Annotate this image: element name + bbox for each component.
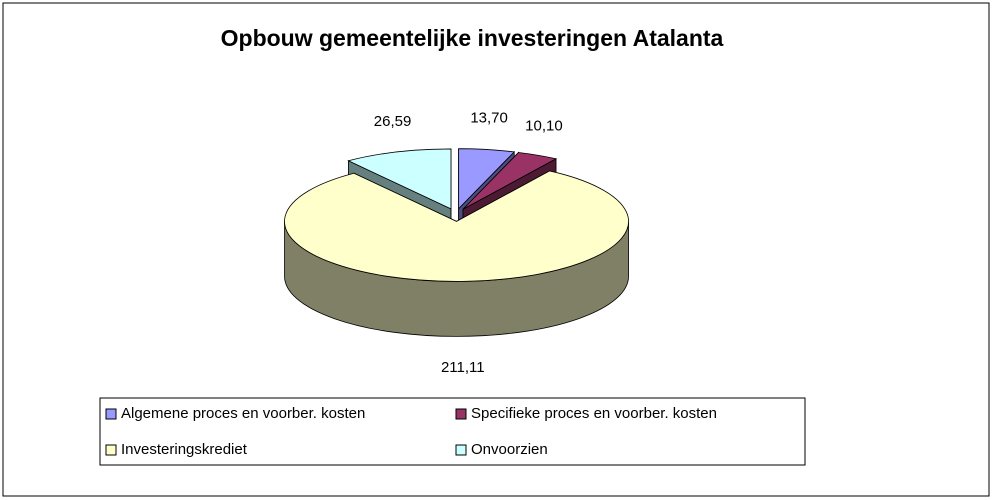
legend-swatch — [105, 444, 117, 456]
slice-top — [458, 148, 516, 210]
legend-label: Onvoorzien — [471, 441, 548, 458]
legend-label: Algemene proces en voorber. kosten — [121, 405, 365, 422]
data-label: 10,10 — [525, 118, 563, 135]
legend-swatch — [455, 444, 467, 456]
slice-top — [347, 148, 452, 210]
data-label: 26,59 — [374, 113, 412, 130]
slice-top — [284, 170, 629, 282]
legend-swatch — [105, 408, 117, 420]
data-label: 13,70 — [470, 109, 508, 126]
chart-title: Opbouw gemeentelijke investeringen Atala… — [221, 25, 724, 51]
legend-swatch — [455, 408, 467, 420]
legend-label: Specifieke proces en voorber. kosten — [471, 405, 717, 422]
data-label: 211,11 — [441, 359, 485, 376]
legend-label: Investeringskrediet — [121, 441, 248, 458]
pie-slice — [284, 170, 629, 337]
slice-top — [462, 152, 558, 210]
legend-box — [99, 397, 806, 466]
